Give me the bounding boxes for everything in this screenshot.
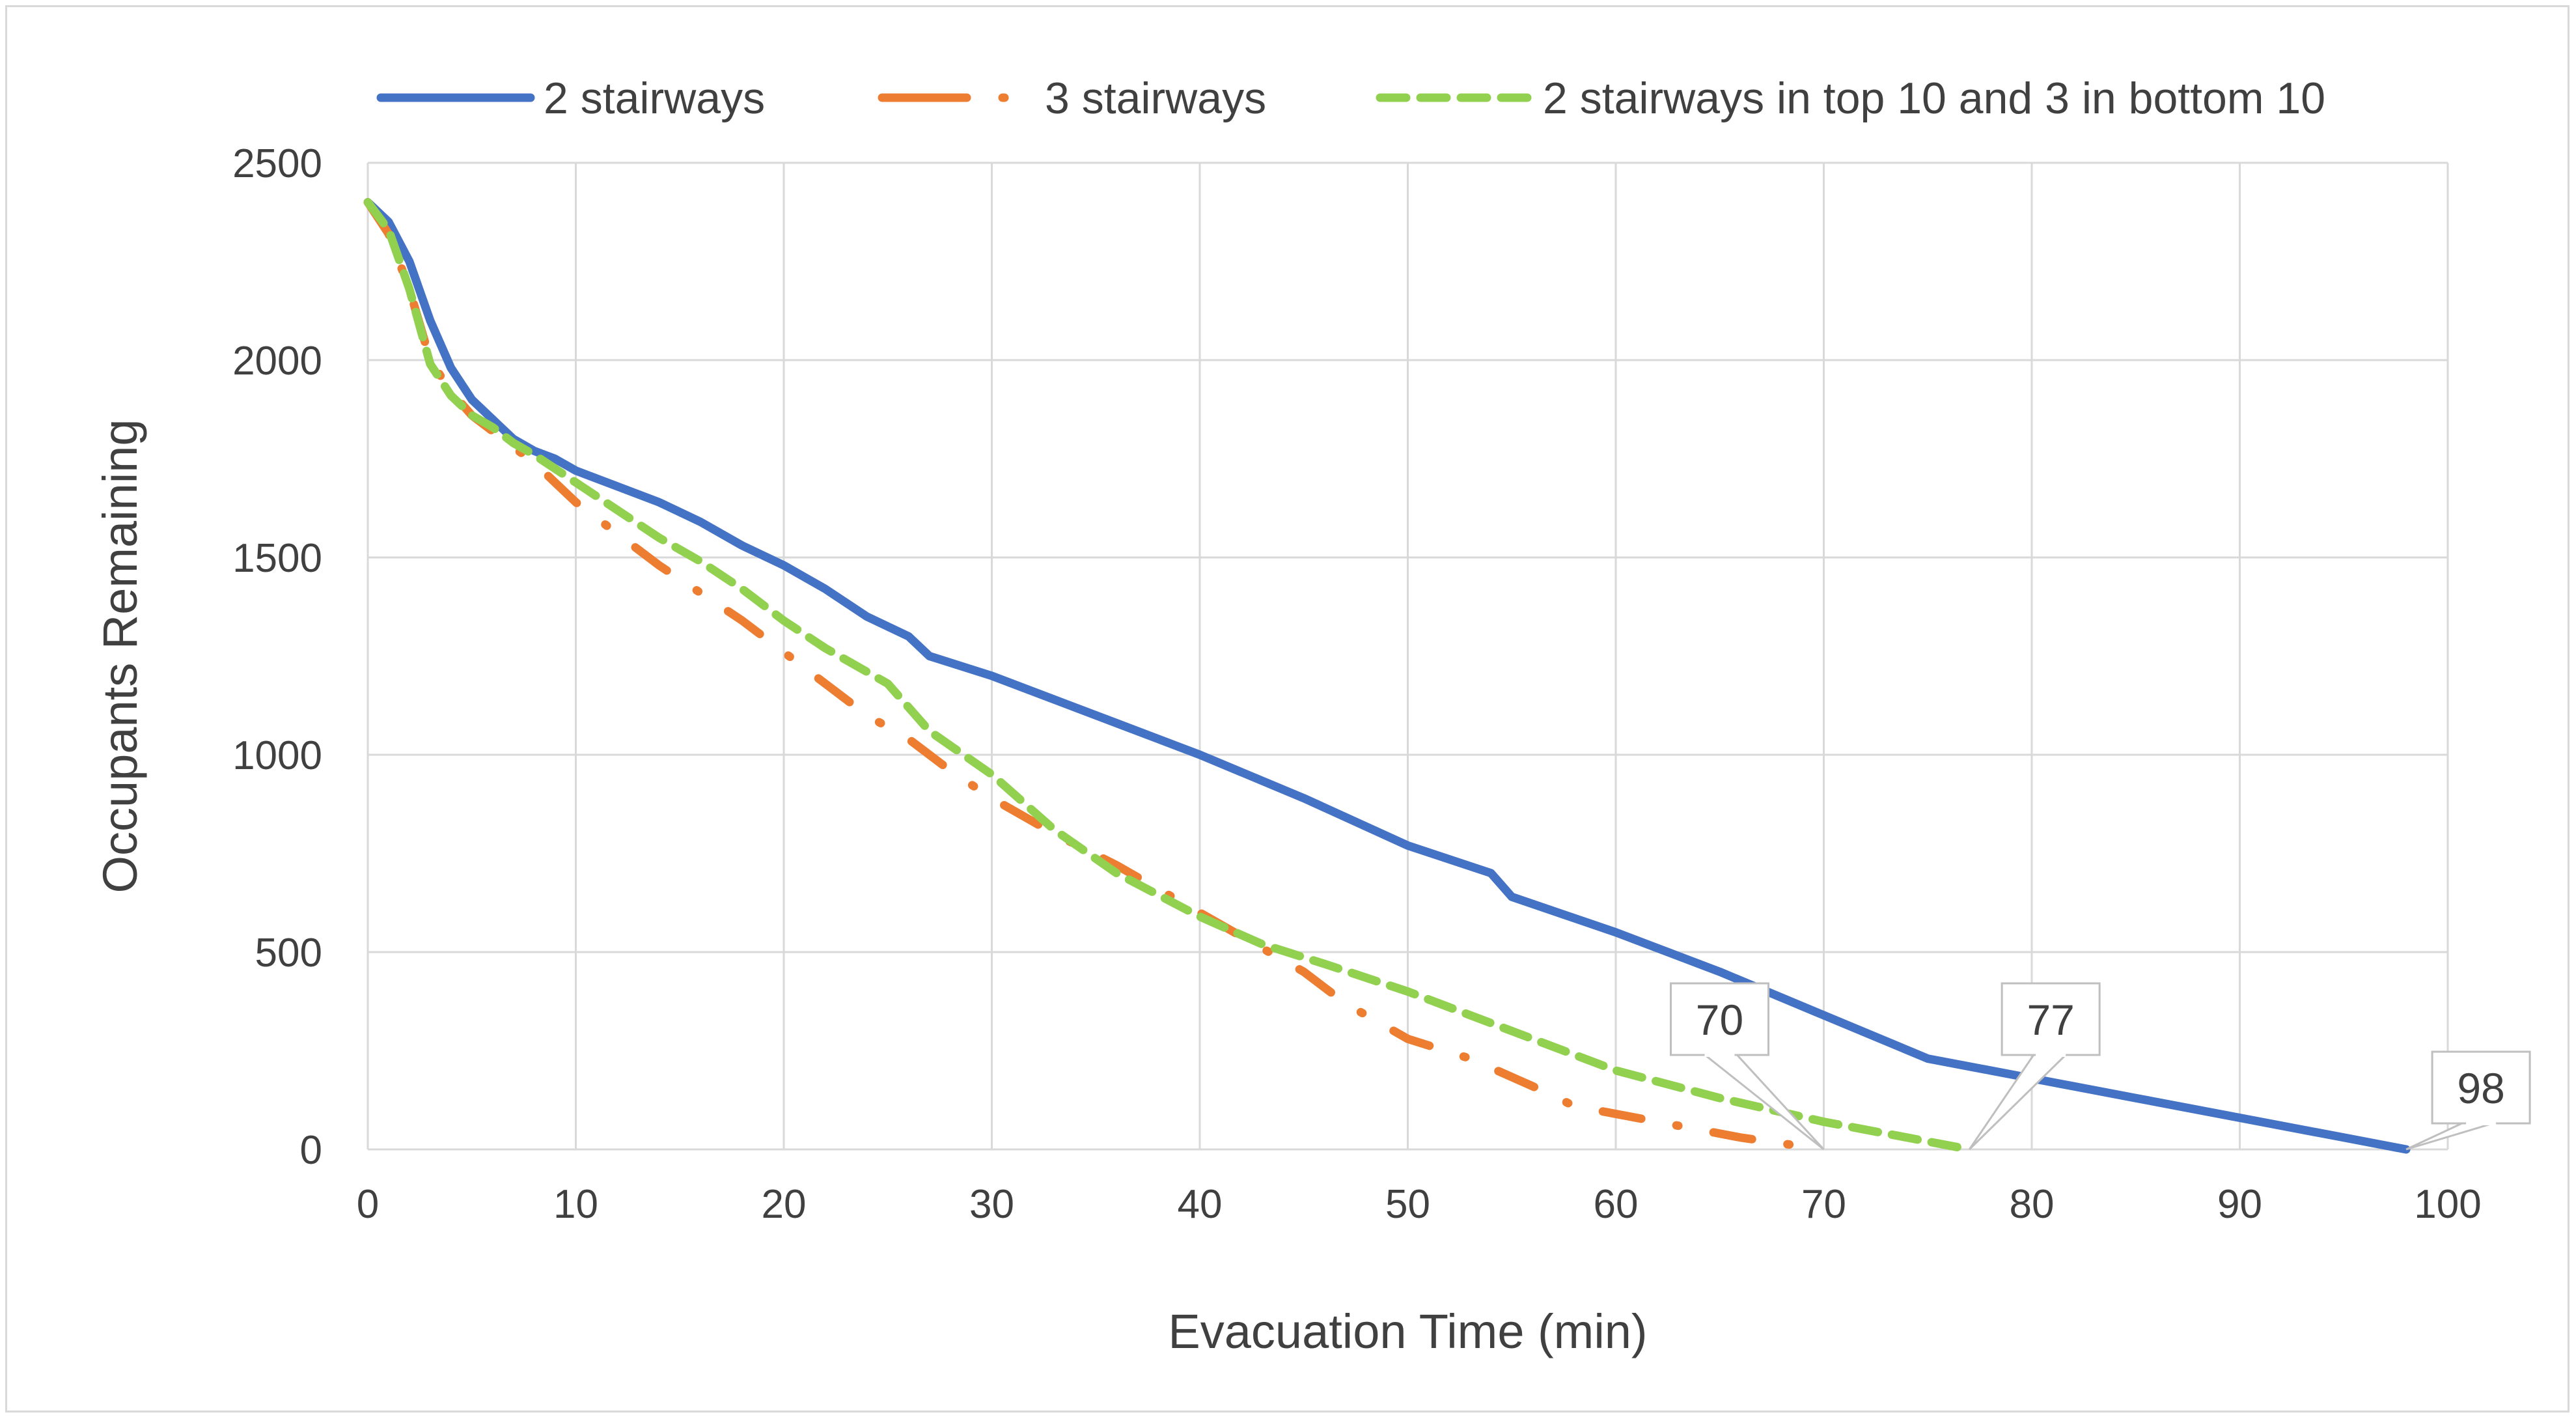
legend-label-2: 3 stairways [1045,74,1266,123]
series-line-2 [363,198,1828,1154]
callout-joint [1704,1051,1735,1057]
series-line-3 [363,198,1974,1154]
x-tick-label: 0 [357,1182,379,1227]
y-tick-label: 1500 [232,536,322,581]
x-tick-label: 60 [1594,1182,1639,1227]
series-line-1 [363,198,2411,1154]
callout-joint [2036,1051,2066,1057]
x-tick-label: 20 [762,1182,807,1227]
callout-box [2001,982,2101,1056]
legend-label-1: 2 stairways [544,74,765,123]
x-tick-label: 40 [1178,1182,1223,1227]
callout-joint [2466,1119,2497,1125]
x-tick-label: 70 [1801,1182,1846,1227]
x-tick-label: 30 [969,1182,1014,1227]
chart-frame [5,5,2569,1412]
callout-box [2431,1050,2531,1125]
data-label: 77 [2027,996,2074,1044]
x-tick-label: 90 [2217,1182,2262,1227]
legend: 2 stairways 3 stairways 2 stairways in top… [376,74,2325,123]
y-axis-title: Occupants Remaining [93,419,147,893]
data-label: 70 [1696,996,1743,1044]
x-axis-title: Evacuation Time (min) [1168,1304,1647,1358]
x-tick-label: 10 [553,1182,598,1227]
y-tick-label: 500 [255,931,322,976]
x-tick-label: 100 [2414,1182,2481,1227]
tick-labels: 0 10 20 30 40 50 60 70 80 90 100050010001500200025… [232,141,2482,1227]
x-tick-label: 50 [1385,1182,1430,1227]
callout-pointer [2405,1121,2498,1151]
y-tick-label: 0 [300,1128,322,1173]
callouts: 70 77 98 [1670,982,2531,1151]
legend-label-3: 2 stairways in top 10 and 3 in bottom 10 [1543,74,2325,123]
x-tick-label: 80 [2010,1182,2055,1227]
y-tick-label: 2000 [232,339,322,384]
series-layer [363,198,2411,1154]
gridlines [367,162,2449,1151]
data-label: 98 [2457,1064,2504,1112]
y-tick-label: 1000 [232,733,322,778]
y-tick-label: 2500 [232,141,322,186]
